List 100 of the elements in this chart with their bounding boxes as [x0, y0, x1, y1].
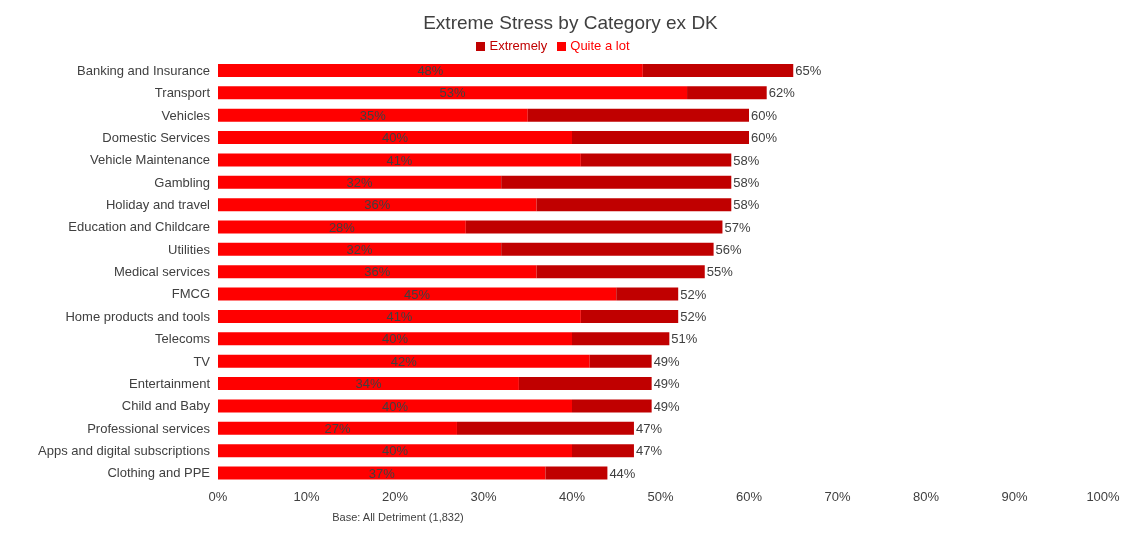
bar: [218, 399, 572, 413]
data-label: 32%: [346, 241, 374, 257]
bar: [218, 265, 537, 279]
data-label: 40%: [381, 130, 409, 146]
bar: [218, 242, 502, 256]
y-tick-label: Medical services: [113, 264, 211, 280]
y-tick-label: FMCG: [171, 286, 210, 302]
bar: [218, 354, 590, 368]
bar: [572, 131, 749, 145]
bar: [218, 175, 502, 189]
bar: [572, 444, 634, 458]
total-label: 58%: [733, 152, 760, 168]
y-tick-label: TV: [193, 353, 211, 369]
x-tick-label: 0%: [208, 489, 228, 505]
y-tick-label: Gambling: [154, 174, 210, 190]
total-label: 52%: [680, 309, 707, 325]
total-label: 62%: [768, 85, 796, 101]
data-label: 42%: [390, 353, 418, 369]
total-label: 49%: [653, 353, 681, 369]
y-tick-label: Utilities: [168, 241, 211, 257]
y-tick-label: Clothing and PPE: [107, 465, 211, 481]
x-tick-label: 10%: [293, 489, 320, 505]
y-tick-label: Education and Childcare: [68, 219, 210, 235]
x-tick-label: 50%: [647, 489, 674, 505]
data-label: 45%: [404, 286, 431, 302]
bar: [465, 220, 723, 234]
bar: [501, 175, 732, 189]
bar: [218, 63, 643, 77]
bar: [536, 265, 705, 279]
data-label: 34%: [355, 376, 382, 392]
y-tick-label: Transport: [154, 85, 211, 101]
x-tick-label: 100%: [1086, 489, 1121, 505]
bar: [218, 421, 457, 435]
bar: [218, 86, 688, 100]
total-label: 49%: [653, 376, 681, 392]
y-tick-label: Holiday and travel: [105, 197, 211, 213]
bar: [218, 377, 519, 391]
data-label: 32%: [346, 174, 374, 190]
bar: [501, 242, 714, 256]
bar: [580, 153, 732, 167]
total-label: 60%: [751, 107, 778, 123]
data-label: 36%: [364, 197, 391, 213]
x-tick-label: 60%: [735, 489, 763, 505]
x-tick-label: 30%: [470, 489, 497, 505]
text: Base: All Detriment (1,832): [331, 511, 465, 523]
total-label: 57%: [724, 219, 751, 235]
x-tick-label: 90%: [1001, 489, 1028, 505]
data-label: 37%: [368, 465, 396, 481]
total-label: 47%: [635, 443, 663, 459]
data-label: 53%: [439, 85, 466, 101]
bar: [536, 198, 732, 212]
total-label: 56%: [715, 241, 743, 257]
y-tick-label: Vehicles: [161, 107, 211, 123]
y-tick-label: Entertainment: [129, 375, 211, 391]
y-tick-label: Domestic Services: [102, 129, 211, 145]
x-tick-label: 20%: [381, 489, 409, 505]
bar: [572, 332, 670, 346]
bar: [218, 153, 581, 167]
bar: [218, 220, 466, 234]
bar: [218, 466, 546, 480]
legend-label: Extremely: [489, 38, 548, 53]
legend-label: Quite a lot: [570, 38, 630, 53]
bar: [580, 309, 679, 323]
data-label: 27%: [324, 420, 351, 436]
total-label: 44%: [609, 465, 636, 481]
x-tick-label: 80%: [912, 489, 940, 505]
data-label: 35%: [359, 107, 387, 123]
chart-title: Extreme Stress by Category ex DK: [422, 11, 719, 35]
y-tick-label: Apps and digital subscriptions: [38, 443, 211, 459]
bar: [218, 287, 617, 301]
y-tick-label: Vehicle Maintenance: [90, 152, 210, 168]
total-label: 58%: [733, 197, 760, 213]
data-label: 41%: [386, 309, 413, 325]
bar: [218, 309, 581, 323]
y-tick-label: Child and Baby: [121, 398, 211, 414]
data-label: 40%: [381, 331, 409, 347]
total-label: 52%: [680, 286, 707, 302]
x-tick-label: 40%: [558, 489, 586, 505]
y-tick-label: Telecoms: [155, 331, 211, 347]
y-tick-label: Professional services: [87, 420, 211, 436]
bar: [589, 354, 652, 368]
y-tick-label: Banking and Insurance: [77, 62, 210, 78]
bar: [545, 466, 608, 480]
bar: [527, 108, 749, 122]
x-tick-label: 70%: [824, 489, 851, 505]
y-tick-label: Home products and tools: [65, 308, 211, 324]
bar: [518, 377, 652, 391]
data-label: 40%: [381, 443, 409, 459]
bar: [218, 131, 572, 145]
total-label: 58%: [733, 174, 760, 190]
total-label: 60%: [751, 130, 778, 146]
total-label: 51%: [671, 331, 698, 347]
data-label: 48%: [417, 63, 444, 79]
bar: [218, 198, 537, 212]
bar: [218, 444, 572, 458]
bar: [218, 108, 528, 122]
bar: [642, 63, 794, 77]
bar: [616, 287, 679, 301]
bar: [687, 86, 767, 100]
total-label: 55%: [706, 264, 734, 280]
